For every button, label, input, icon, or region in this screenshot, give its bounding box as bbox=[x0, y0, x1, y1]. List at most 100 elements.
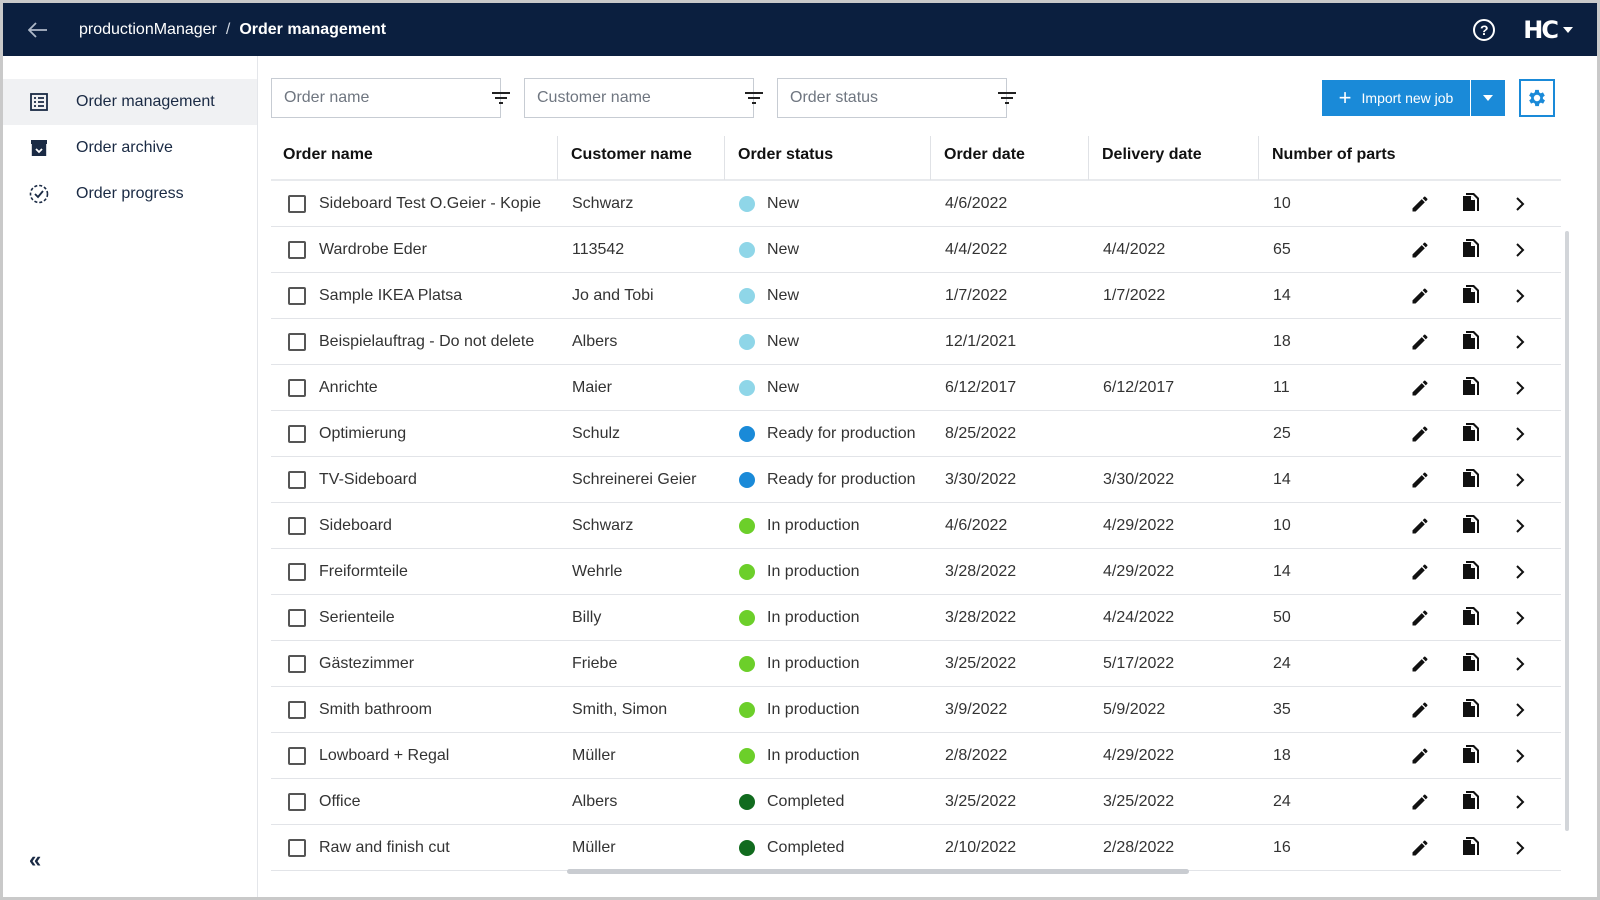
edit-pencil-icon[interactable] bbox=[1408, 836, 1432, 860]
duplicate-icon[interactable] bbox=[1458, 468, 1482, 492]
row-checkbox[interactable] bbox=[288, 793, 306, 811]
row-checkbox[interactable] bbox=[288, 471, 306, 489]
duplicate-icon[interactable] bbox=[1458, 790, 1482, 814]
chevron-right-icon[interactable] bbox=[1508, 284, 1532, 308]
row-checkbox[interactable] bbox=[288, 701, 306, 719]
duplicate-icon[interactable] bbox=[1458, 284, 1482, 308]
row-checkbox[interactable] bbox=[288, 609, 306, 627]
table-row[interactable]: Gästezimmer Friebe In production 3/25/2022 5… bbox=[271, 641, 1561, 687]
duplicate-icon[interactable] bbox=[1458, 698, 1482, 722]
duplicate-icon[interactable] bbox=[1458, 376, 1482, 400]
chevron-right-icon[interactable] bbox=[1508, 652, 1532, 676]
horizontal-scrollbar[interactable] bbox=[567, 869, 1189, 874]
duplicate-icon[interactable] bbox=[1458, 560, 1482, 584]
customer-name-filter-input[interactable] bbox=[537, 89, 744, 107]
sidebar-item-order-management[interactable]: Order management bbox=[3, 79, 257, 125]
duplicate-icon[interactable] bbox=[1458, 192, 1482, 216]
duplicate-icon[interactable] bbox=[1458, 836, 1482, 860]
chevron-right-icon[interactable] bbox=[1508, 790, 1532, 814]
chevron-right-icon[interactable] bbox=[1508, 698, 1532, 722]
edit-pencil-icon[interactable] bbox=[1408, 744, 1432, 768]
import-dropdown-button[interactable] bbox=[1471, 80, 1505, 116]
duplicate-icon[interactable] bbox=[1458, 422, 1482, 446]
sidebar-item-order-archive[interactable]: Order archive bbox=[3, 125, 257, 171]
chevron-right-icon[interactable] bbox=[1508, 744, 1532, 768]
edit-pencil-icon[interactable] bbox=[1408, 376, 1432, 400]
edit-pencil-icon[interactable] bbox=[1408, 238, 1432, 262]
edit-pencil-icon[interactable] bbox=[1408, 284, 1432, 308]
chevron-right-icon[interactable] bbox=[1508, 330, 1532, 354]
duplicate-icon[interactable] bbox=[1458, 652, 1482, 676]
chevron-right-icon[interactable] bbox=[1508, 514, 1532, 538]
breadcrumb-app[interactable]: productionManager bbox=[79, 20, 217, 38]
edit-pencil-icon[interactable] bbox=[1408, 652, 1432, 676]
sidebar-item-order-progress[interactable]: Order progress bbox=[3, 171, 257, 217]
column-header-number-of-parts[interactable]: Number of parts bbox=[1258, 130, 1396, 180]
table-row[interactable]: Optimierung Schulz Ready for production 8/2… bbox=[271, 411, 1561, 457]
column-header-delivery-date[interactable]: Delivery date bbox=[1088, 130, 1202, 180]
duplicate-icon[interactable] bbox=[1458, 330, 1482, 354]
filter-icon[interactable] bbox=[997, 87, 1017, 109]
edit-pencil-icon[interactable] bbox=[1408, 192, 1432, 216]
table-row[interactable]: Sideboard Schwarz In production 4/6/2022 4/2… bbox=[271, 503, 1561, 549]
chevron-right-icon[interactable] bbox=[1508, 560, 1532, 584]
chevron-right-icon[interactable] bbox=[1508, 192, 1532, 216]
edit-pencil-icon[interactable] bbox=[1408, 606, 1432, 630]
edit-pencil-icon[interactable] bbox=[1408, 560, 1432, 584]
filter-icon[interactable] bbox=[491, 87, 511, 109]
duplicate-icon[interactable] bbox=[1458, 744, 1482, 768]
column-header-order-status[interactable]: Order status bbox=[723, 130, 833, 180]
order-name-filter-input[interactable] bbox=[284, 89, 491, 107]
edit-pencil-icon[interactable] bbox=[1408, 330, 1432, 354]
row-checkbox[interactable] bbox=[288, 333, 306, 351]
edit-pencil-icon[interactable] bbox=[1408, 698, 1432, 722]
chevron-right-icon[interactable] bbox=[1508, 606, 1532, 630]
row-checkbox[interactable] bbox=[288, 287, 306, 305]
table-row[interactable]: Anrichte Maier New 6/12/2017 6/12/2017 11 bbox=[271, 365, 1561, 411]
table-row[interactable]: TV-Sideboard Schreinerei Geier Ready for p… bbox=[271, 457, 1561, 503]
duplicate-icon[interactable] bbox=[1458, 238, 1482, 262]
edit-pencil-icon[interactable] bbox=[1408, 790, 1432, 814]
row-checkbox[interactable] bbox=[288, 839, 306, 857]
import-new-job-button[interactable]: + Import new job bbox=[1322, 80, 1470, 116]
back-arrow-icon[interactable] bbox=[25, 17, 51, 43]
table-row[interactable]: Sideboard Test O.Geier - Kopie Schwarz New… bbox=[271, 181, 1561, 227]
duplicate-icon[interactable] bbox=[1458, 514, 1482, 538]
row-checkbox[interactable] bbox=[288, 241, 306, 259]
vertical-scrollbar[interactable] bbox=[1565, 231, 1569, 831]
account-menu[interactable]: HC bbox=[1523, 16, 1573, 44]
chevron-right-icon[interactable] bbox=[1508, 376, 1532, 400]
column-header-order-date[interactable]: Order date bbox=[930, 130, 1025, 180]
table-row[interactable]: Serienteile Billy In production 3/28/2022 4/… bbox=[271, 595, 1561, 641]
column-header-order-name[interactable]: Order name bbox=[283, 146, 373, 163]
help-icon[interactable]: ? bbox=[1473, 18, 1496, 41]
row-checkbox[interactable] bbox=[288, 655, 306, 673]
order-status-filter-input[interactable] bbox=[790, 89, 997, 107]
table-row[interactable]: Lowboard + Regal Müller In production 2/8/2… bbox=[271, 733, 1561, 779]
table-row[interactable]: Smith bathroom Smith, Simon In production 3… bbox=[271, 687, 1561, 733]
table-row[interactable]: Sample IKEA Platsa Jo and Tobi New 1/7/2022… bbox=[271, 273, 1561, 319]
row-checkbox[interactable] bbox=[288, 425, 306, 443]
chevron-right-icon[interactable] bbox=[1508, 468, 1532, 492]
chevron-right-icon[interactable] bbox=[1508, 238, 1532, 262]
row-checkbox[interactable] bbox=[288, 747, 306, 765]
table-row[interactable]: Freiformteile Wehrle In production 3/28/202… bbox=[271, 549, 1561, 595]
row-checkbox[interactable] bbox=[288, 563, 306, 581]
table-row[interactable]: Raw and finish cut Müller Completed 2/10/20… bbox=[271, 825, 1561, 871]
settings-button[interactable] bbox=[1519, 79, 1555, 117]
table-row[interactable]: Office Albers Completed 3/25/2022 3/25/2022 2… bbox=[271, 779, 1561, 825]
chevron-right-icon[interactable] bbox=[1508, 836, 1532, 860]
edit-pencil-icon[interactable] bbox=[1408, 468, 1432, 492]
table-row[interactable]: Beispielauftrag - Do not delete Albers New… bbox=[271, 319, 1561, 365]
edit-pencil-icon[interactable] bbox=[1408, 514, 1432, 538]
row-checkbox[interactable] bbox=[288, 379, 306, 397]
table-row[interactable]: Wardrobe Eder 113542 New 4/4/2022 4/4/2022 65 bbox=[271, 227, 1561, 273]
row-checkbox[interactable] bbox=[288, 195, 306, 213]
collapse-sidebar-icon[interactable]: « bbox=[29, 847, 42, 872]
row-checkbox[interactable] bbox=[288, 517, 306, 535]
chevron-right-icon[interactable] bbox=[1508, 422, 1532, 446]
filter-icon[interactable] bbox=[744, 87, 764, 109]
duplicate-icon[interactable] bbox=[1458, 606, 1482, 630]
edit-pencil-icon[interactable] bbox=[1408, 422, 1432, 446]
column-header-customer-name[interactable]: Customer name bbox=[557, 130, 692, 180]
